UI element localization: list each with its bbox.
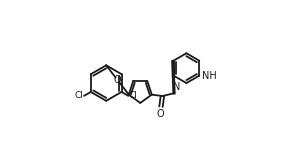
Text: O: O <box>114 75 121 85</box>
Text: N: N <box>173 82 181 92</box>
Text: O: O <box>157 109 164 119</box>
Text: Cl: Cl <box>75 91 83 100</box>
Text: NH: NH <box>202 71 217 81</box>
Text: Cl: Cl <box>129 91 138 100</box>
